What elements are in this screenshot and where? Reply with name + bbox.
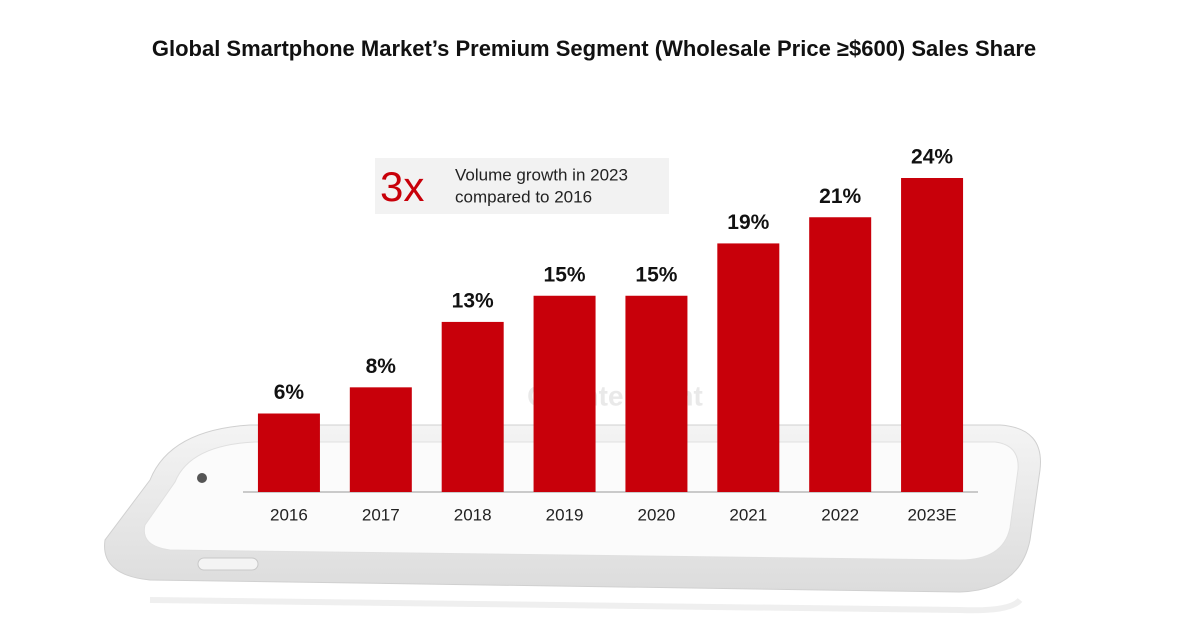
- bar: [349, 387, 412, 492]
- annotation-box: [375, 158, 669, 214]
- value-label: 24%: [911, 146, 953, 169]
- x-tick-label: 2018: [454, 505, 492, 524]
- value-label: 6%: [274, 381, 305, 404]
- value-label: 15%: [635, 263, 677, 286]
- x-tick-label: 2017: [362, 505, 400, 524]
- value-label: 19%: [727, 211, 769, 234]
- bar: [533, 295, 596, 492]
- value-label: 13%: [452, 289, 494, 312]
- value-label: 21%: [819, 185, 861, 208]
- bar: [717, 243, 780, 492]
- value-label: 8%: [366, 355, 397, 378]
- bar: [441, 321, 504, 492]
- bar: [257, 413, 320, 492]
- x-tick-label: 2019: [546, 505, 584, 524]
- x-tick-label: 2020: [638, 505, 676, 524]
- annotation-big: 3x: [380, 163, 424, 210]
- x-tick-label: 2016: [270, 505, 308, 524]
- chart-title: Global Smartphone Market’s Premium Segme…: [152, 36, 1036, 61]
- value-label: 15%: [544, 263, 586, 286]
- bar: [625, 295, 688, 492]
- x-tick-label: 2021: [729, 505, 767, 524]
- x-tick-label: 2022: [821, 505, 859, 524]
- bar: [809, 217, 872, 492]
- annotation-line: Volume growth in 2023: [455, 165, 628, 184]
- x-tick-label: 2023E: [907, 505, 956, 524]
- bar: [901, 178, 964, 492]
- annotation-line: compared to 2016: [455, 187, 592, 206]
